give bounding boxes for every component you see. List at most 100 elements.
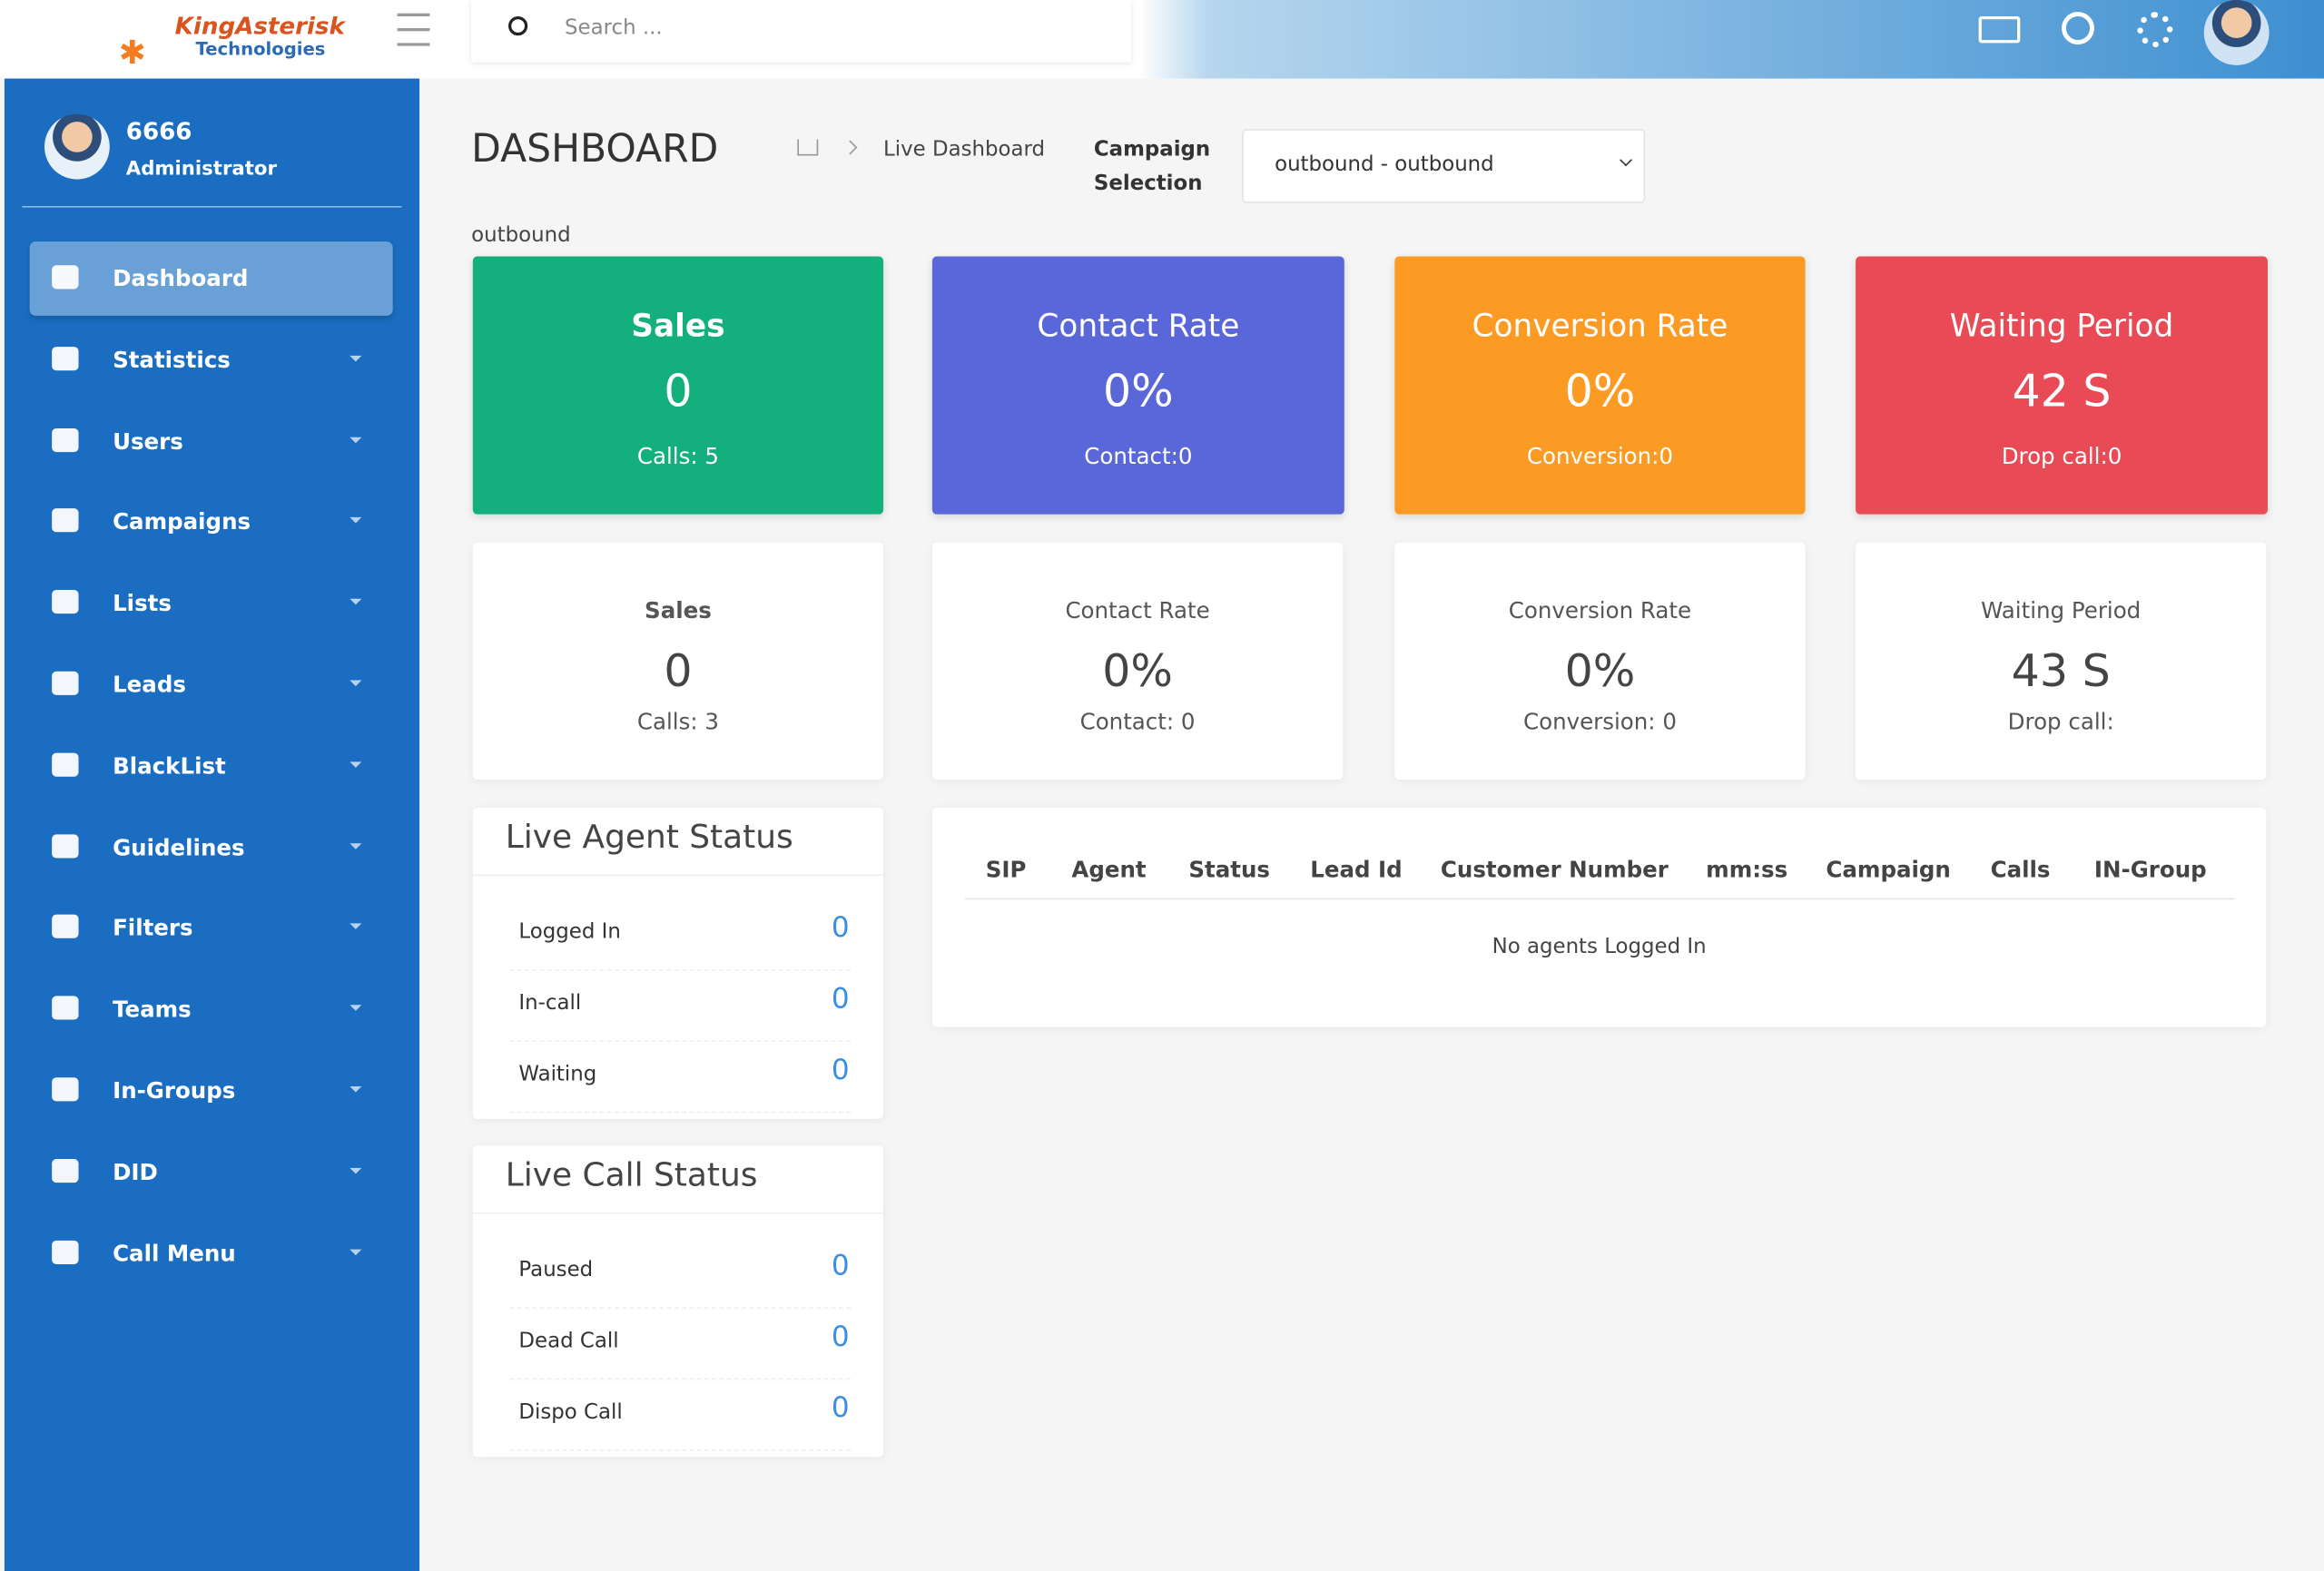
nav-caret [350,924,362,936]
table-header[interactable]: Calls [1990,856,2051,884]
status-label: Logged In [518,920,621,945]
translate-icon[interactable] [1978,15,2021,44]
nav-item[interactable]: BlackList [30,729,393,803]
settings-icon[interactable] [2137,12,2173,48]
nav-item[interactable]: Call Menu [30,1216,393,1291]
nav-icon [52,346,79,370]
table-panel: SIP Agent Status Lead Id Customer Number mm:s… [931,807,2267,1027]
panel-rule [472,874,884,877]
panel-rule [472,1212,884,1214]
nav-caret [350,842,362,855]
nav-label: Lists [113,590,172,617]
nav-caret [350,1167,362,1179]
table-header[interactable]: IN-Group [2093,856,2207,884]
table-header[interactable]: Customer Number [1440,856,1669,884]
nav-item[interactable]: Dashboard [29,241,393,316]
nav-caret [350,1086,362,1098]
nav-icon [52,590,79,614]
card-value: 0 [664,645,693,699]
status-panel: Live Call Status Paused 0 Dead Call 0 Dispo C… [472,1145,884,1458]
nav-caret [350,1005,362,1016]
nav-caret [350,761,362,773]
status-value: 0 [831,911,850,945]
nav-item[interactable]: Guidelines [30,810,393,885]
nav-icon [52,427,79,452]
nav-item[interactable]: Lists [30,566,393,641]
card-value: 0% [1564,645,1636,699]
card-sub: Drop call:0 [2001,443,2122,470]
logo-subtext: Technologies [195,38,326,60]
card-title: Sales [631,308,725,344]
search-box[interactable]: Search ... [471,0,1131,63]
nav-item[interactable]: Users [30,404,393,478]
card-title: Contact Rate [1065,597,1210,624]
nav-item[interactable]: Filters [30,891,393,966]
nav-item[interactable]: Leads [30,648,393,722]
metric-card: Conversion Rate 0% Conversion:0 [1394,256,1806,515]
row-rule [509,1378,852,1380]
metric-card: Contact Rate 0% Contact:0 [931,256,1344,515]
table-header[interactable]: Lead Id [1310,856,1403,884]
status-value: 0 [831,1054,850,1087]
stat-card: Sales 0 Calls: 3 [472,542,884,780]
nav-icon [52,833,79,858]
nav-caret [350,517,362,530]
nav-label: Teams [113,996,192,1024]
campaign-select[interactable]: outbound - outbound [1242,129,1646,203]
table-header[interactable]: Agent [1071,856,1147,884]
metric-card: Sales 0 Calls: 5 [472,256,884,515]
nav-item[interactable]: In-Groups [30,1054,393,1128]
nav-label: In-Groups [113,1077,236,1105]
nav-label: Filters [113,915,193,942]
user-name: 6666 [125,117,192,146]
menu-toggle[interactable] [397,13,430,46]
nav-item[interactable]: Campaigns [30,486,393,560]
topbar [0,0,2324,79]
history-icon[interactable] [2062,12,2094,44]
nav-caret [350,1248,362,1261]
nav-label: Users [113,427,183,455]
table-header[interactable]: mm:ss [1706,856,1788,884]
logo-mark: ✱ [118,35,146,74]
nav-label: Campaigns [113,508,251,536]
card-sub: Conversion: 0 [1522,708,1677,735]
table-rule [964,898,2236,900]
logo: ✱ KingAsterisk Technologies [98,6,345,74]
card-value: 0% [1103,366,1174,418]
card-sub: Contact: 0 [1079,708,1196,735]
user-avatar [44,113,110,180]
nav-label: Leads [113,671,186,699]
status-label: Paused [518,1258,594,1282]
nav-label: Guidelines [113,833,245,861]
table-header[interactable]: SIP [985,856,1027,884]
card-title: Waiting Period [1981,597,2142,624]
search-placeholder: Search ... [565,15,663,41]
table-header[interactable]: Status [1188,856,1270,884]
nav-caret [350,355,362,368]
nav-item[interactable]: DID [30,1135,393,1210]
nav-caret [350,437,362,448]
breadcrumb[interactable]: Live Dashboard [883,137,1046,162]
table-header[interactable]: Campaign [1826,856,1951,884]
status-value: 0 [831,1321,850,1353]
nav-icon [52,1158,79,1183]
card-value: 0% [1564,366,1636,418]
nav-icon [52,752,79,777]
nav-icon [52,1077,79,1102]
card-sub: Contact:0 [1084,443,1193,470]
home-icon[interactable] [797,139,819,156]
nav-icon [52,671,79,695]
nav-icon [52,508,79,533]
stat-card: Conversion Rate 0% Conversion: 0 [1394,542,1806,780]
avatar[interactable] [2203,0,2270,65]
card-value: 0 [664,366,693,418]
card-value: 0% [1102,645,1173,699]
campaign-select-value: outbound - outbound [1275,152,1494,177]
nav-item[interactable]: Statistics [30,323,393,398]
card-sub: Calls: 5 [636,443,719,470]
nav-item[interactable]: Teams [30,973,393,1047]
nav-icon [52,265,79,290]
row-rule [509,1111,852,1114]
card-sub: Conversion:0 [1526,443,1674,470]
